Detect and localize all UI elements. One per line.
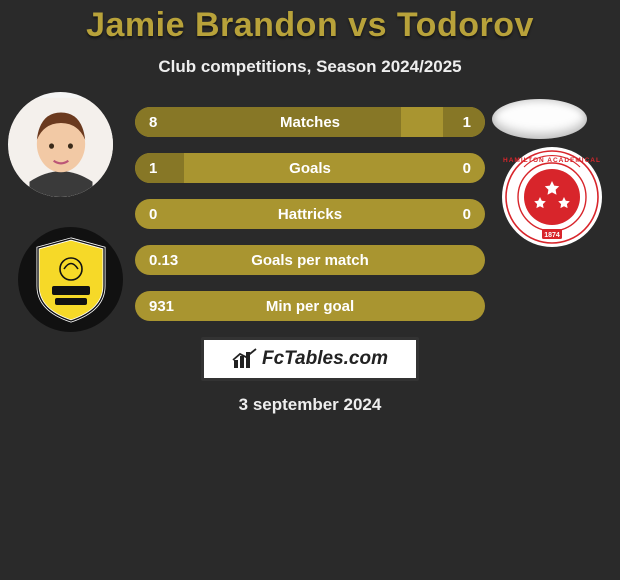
- stat-label: Hattricks: [215, 206, 405, 223]
- comparison-content: HAMILTON ACADEMICAL 1874 8 Matches 1 1 G…: [0, 107, 620, 415]
- person-icon: [8, 97, 113, 197]
- page-subtitle: Club competitions, Season 2024/2025: [0, 57, 620, 77]
- stat-value-left: 1: [135, 160, 215, 177]
- stat-value-left: 0.13: [135, 252, 215, 269]
- stat-row-matches: 8 Matches 1: [135, 107, 485, 137]
- team-left-badge: [18, 227, 123, 332]
- club-crest-icon: HAMILTON ACADEMICAL 1874: [502, 147, 602, 247]
- page-title: Jamie Brandon vs Todorov: [0, 0, 620, 45]
- stat-row-goals: 1 Goals 0: [135, 153, 485, 183]
- team-right-badge: HAMILTON ACADEMICAL 1874: [502, 147, 602, 247]
- crest-year: 1874: [544, 232, 560, 239]
- stat-value-right: 0: [405, 160, 485, 177]
- player-left-avatar: [8, 92, 113, 197]
- chart-icon: [232, 348, 258, 370]
- stat-value-left: 0: [135, 206, 215, 223]
- stat-value-right: 1: [405, 114, 485, 131]
- stat-row-gpm: 0.13 Goals per match: [135, 245, 485, 275]
- date-text: 3 september 2024: [0, 395, 620, 415]
- stat-value-right: 0: [405, 206, 485, 223]
- stat-rows: 8 Matches 1 1 Goals 0 0 Hattricks 0 0.13…: [135, 107, 485, 321]
- stat-value-left: 8: [135, 114, 215, 131]
- stat-label: Goals per match: [215, 252, 405, 269]
- branding-text: FcTables.com: [262, 348, 388, 370]
- branding-box: FcTables.com: [201, 337, 419, 381]
- stat-value-left: 931: [135, 298, 215, 315]
- shield-icon: [32, 236, 110, 324]
- stat-label: Min per goal: [215, 298, 405, 315]
- stat-row-hattricks: 0 Hattricks 0: [135, 199, 485, 229]
- svg-text:HAMILTON ACADEMICAL: HAMILTON ACADEMICAL: [503, 157, 601, 164]
- stat-row-mpg: 931 Min per goal: [135, 291, 485, 321]
- stat-label: Goals: [215, 160, 405, 177]
- stat-label: Matches: [215, 114, 405, 131]
- player-right-avatar: [492, 99, 587, 139]
